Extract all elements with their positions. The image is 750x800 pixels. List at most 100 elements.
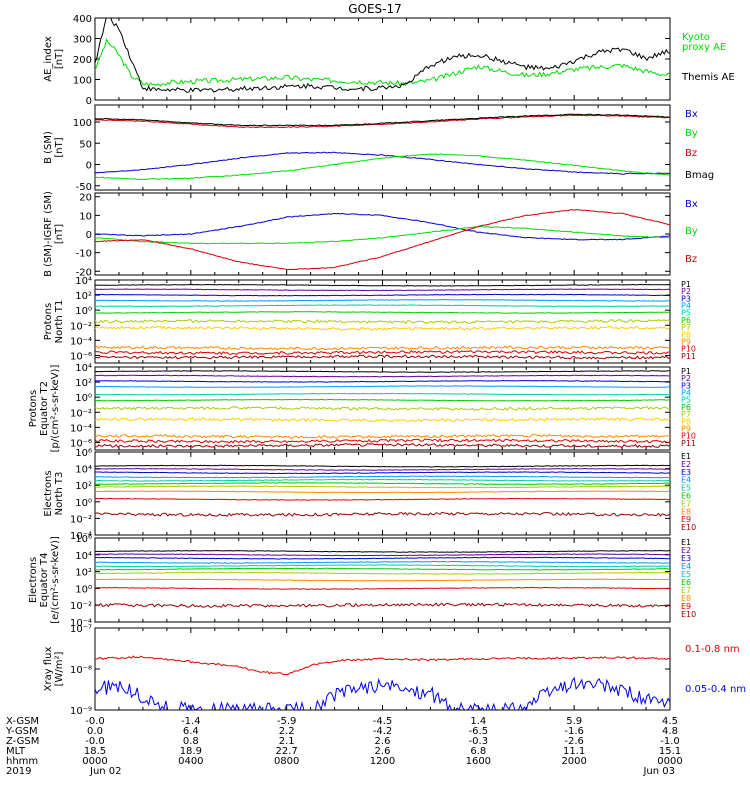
series-line-e7 xyxy=(95,571,670,575)
x-tick-label-z-gsm: -0.0 xyxy=(85,736,105,747)
series-line-e10 xyxy=(95,602,670,608)
series-line-p5 xyxy=(95,304,670,308)
series-line-0-05-0-4-nm xyxy=(95,676,670,710)
legend-entry: 0.05-0.4 nm xyxy=(685,684,746,695)
y-tick-label: -10 xyxy=(76,249,92,260)
y-tick-label: 10⁰ xyxy=(75,306,92,317)
legend-entry: E9 xyxy=(681,602,691,611)
legend-entry: P5 xyxy=(681,309,691,318)
legend-entry: P9 xyxy=(681,424,691,433)
series-line-e9 xyxy=(95,586,670,590)
y-tick-label: 10⁻⁸ xyxy=(70,665,92,676)
y-axis-label: [p/(cm²-s-sr-keV)] xyxy=(50,365,61,453)
series-line-e1 xyxy=(95,464,670,468)
y-axis-label: Protons xyxy=(43,303,54,340)
x-tick-label-mlt: 11.1 xyxy=(563,746,585,757)
legend-entry: E10 xyxy=(681,523,696,532)
series-line-p10 xyxy=(95,350,670,355)
x-tick-label-z-gsm: 0.8 xyxy=(183,736,199,747)
x-tick-label-y-gsm: -6.5 xyxy=(469,726,489,737)
x-tick-label-y-gsm: -4.2 xyxy=(373,726,393,737)
series-line-e3 xyxy=(95,556,670,560)
y-axis-label: B (SM) xyxy=(43,131,54,164)
legend-entry: P1 xyxy=(681,280,691,289)
x-tick-label-x-gsm: -4.5 xyxy=(373,716,393,727)
legend-entry: E5 xyxy=(681,570,691,579)
x-tick-label-mlt: 22.7 xyxy=(276,746,298,757)
series-line-e2 xyxy=(95,553,670,557)
y-tick-label: 10⁻⁹ xyxy=(70,706,92,717)
y-tick-label: 0 xyxy=(86,96,92,107)
y-tick-label: 10² xyxy=(75,378,92,389)
y-tick-label: 10⁻² xyxy=(70,321,92,332)
y-tick-label: 10⁻⁴ xyxy=(70,336,92,347)
series-line-p1 xyxy=(95,283,670,287)
y-tick-label: 10⁴ xyxy=(75,276,92,287)
x-tick-label-hhmm: 2000 xyxy=(561,756,586,767)
y-tick-label: 10⁶ xyxy=(75,448,92,459)
legend-entry: P11 xyxy=(681,352,696,361)
legend-entry: Bmag xyxy=(685,170,714,181)
series-line-p3 xyxy=(95,379,670,383)
panel-frame xyxy=(94,104,671,191)
panel-protons_t2: 10⁴ 10² 10⁰ 10⁻² 10⁻⁴ 10⁻⁶ Protons Equator T2 [p… xyxy=(28,363,696,452)
legend-entry: E5 xyxy=(681,484,691,493)
series-line-p4 xyxy=(95,298,670,302)
x-tick-label-y-gsm: 4.8 xyxy=(662,726,678,737)
y-tick-label: 20 xyxy=(79,193,92,204)
x-axis-row-label: hhmm xyxy=(6,756,38,767)
x-tick-label-y-gsm: 6.4 xyxy=(183,726,199,737)
y-axis-label: Protons xyxy=(28,390,39,427)
legend-entry: Kyoto xyxy=(682,32,710,43)
x-tick-label-date: Jun 03 xyxy=(642,766,675,777)
legend-entry: P6 xyxy=(681,316,691,325)
x-tick-label-z-gsm: -2.6 xyxy=(564,736,584,747)
legend-entry: P9 xyxy=(681,337,691,346)
legend-entry: E2 xyxy=(681,460,691,469)
series-line-p1 xyxy=(95,370,670,373)
x-tick-label-z-gsm: -0.3 xyxy=(469,736,489,747)
y-tick-label: -20 xyxy=(76,267,92,278)
legend-entry: P3 xyxy=(681,294,691,303)
legend-entry: E3 xyxy=(681,554,691,563)
series-line-p8 xyxy=(95,417,670,423)
series-line-p8 xyxy=(95,325,670,331)
y-tick-label: 10⁻² xyxy=(70,601,92,612)
legend-entry: P4 xyxy=(681,389,691,398)
y-tick-label: 10⁻⁴ xyxy=(70,618,92,629)
x-tick-label-hhmm: 1600 xyxy=(466,756,491,767)
plot-area xyxy=(95,18,670,93)
series-line-p9 xyxy=(95,433,670,439)
y-axis-label: [W/m²] xyxy=(54,651,65,686)
y-tick-label: 100 xyxy=(73,118,92,129)
series-line-p7 xyxy=(95,319,670,325)
legend-entry: E6 xyxy=(681,492,691,501)
legend-entry: P2 xyxy=(681,374,691,383)
series-line-p10 xyxy=(95,438,670,444)
series-line-p3 xyxy=(95,293,670,297)
y-tick-label: 10⁴ xyxy=(75,551,92,562)
x-tick-label-hhmm: 1200 xyxy=(370,756,395,767)
plot-area xyxy=(95,655,670,710)
legend-entry: E7 xyxy=(681,499,691,508)
series-line-bz xyxy=(95,114,670,129)
y-tick-label: 50 xyxy=(79,139,92,150)
series-line-p2 xyxy=(95,374,670,378)
legend-entry: E1 xyxy=(681,538,691,547)
x-axis-row-label: Z-GSM xyxy=(6,736,39,747)
series-line-p2 xyxy=(95,288,670,292)
y-tick-label: 10² xyxy=(75,291,92,302)
legend-entry: By xyxy=(685,128,698,139)
y-tick-label: 10⁻² xyxy=(70,514,92,525)
series-line-e10 xyxy=(95,511,670,517)
series-line-p11 xyxy=(95,354,670,360)
series-line-e4 xyxy=(95,475,670,479)
y-axis-label: [nT] xyxy=(54,49,65,69)
series-line-themis-ae xyxy=(95,18,670,93)
legend-entry: Bx xyxy=(685,199,698,210)
x-tick-label-x-gsm: 1.4 xyxy=(470,716,486,727)
y-tick-label: 10⁻⁷ xyxy=(70,624,92,635)
x-tick-label-y-gsm: -1.6 xyxy=(564,726,584,737)
series-line-e1 xyxy=(95,549,670,553)
